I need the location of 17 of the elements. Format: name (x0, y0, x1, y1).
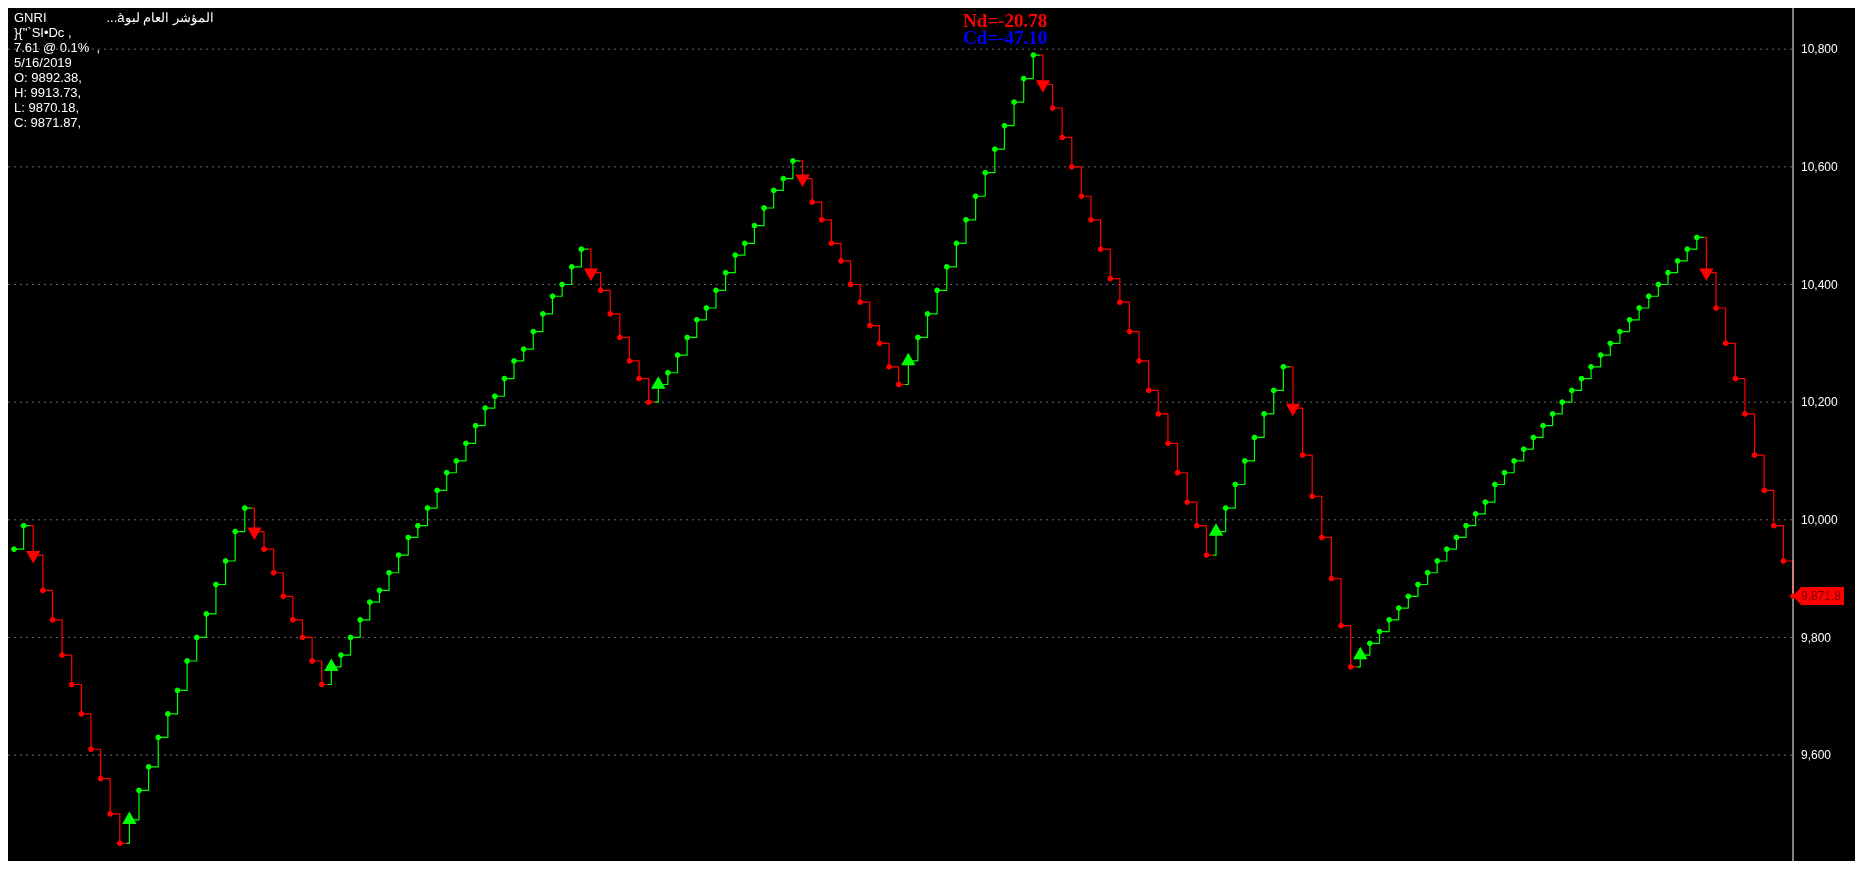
chart-subtitle: المؤشر العام لبوà... (106, 10, 214, 25)
chart-title: GNRI (14, 10, 47, 25)
annotation: 5/16/2019 (14, 55, 73, 70)
text: 9,871.8 (1801, 587, 1845, 606)
y-tick-label: 9,600 (1801, 748, 1832, 763)
annotation: }{"`SI•Dc , (14, 25, 73, 40)
y-tick-label: 9,800 (1801, 630, 1832, 645)
annotation: O: 9892.38, (14, 70, 83, 85)
y-tick-label: 10,200 (1801, 395, 1839, 410)
annotation: C: 9871.87, (14, 115, 83, 130)
y-tick-label: 10,000 (1801, 513, 1839, 528)
annotation: 7.61 @ 0.1% , (14, 40, 102, 55)
annotation: H: 9913.73, (14, 85, 83, 100)
y-tick-label: 10,800 (1801, 42, 1839, 57)
y-tick-label: 10,400 (1801, 277, 1839, 292)
y-tick-label: 10,600 (1801, 160, 1839, 175)
annotation: L: 9870.18, (14, 100, 81, 115)
